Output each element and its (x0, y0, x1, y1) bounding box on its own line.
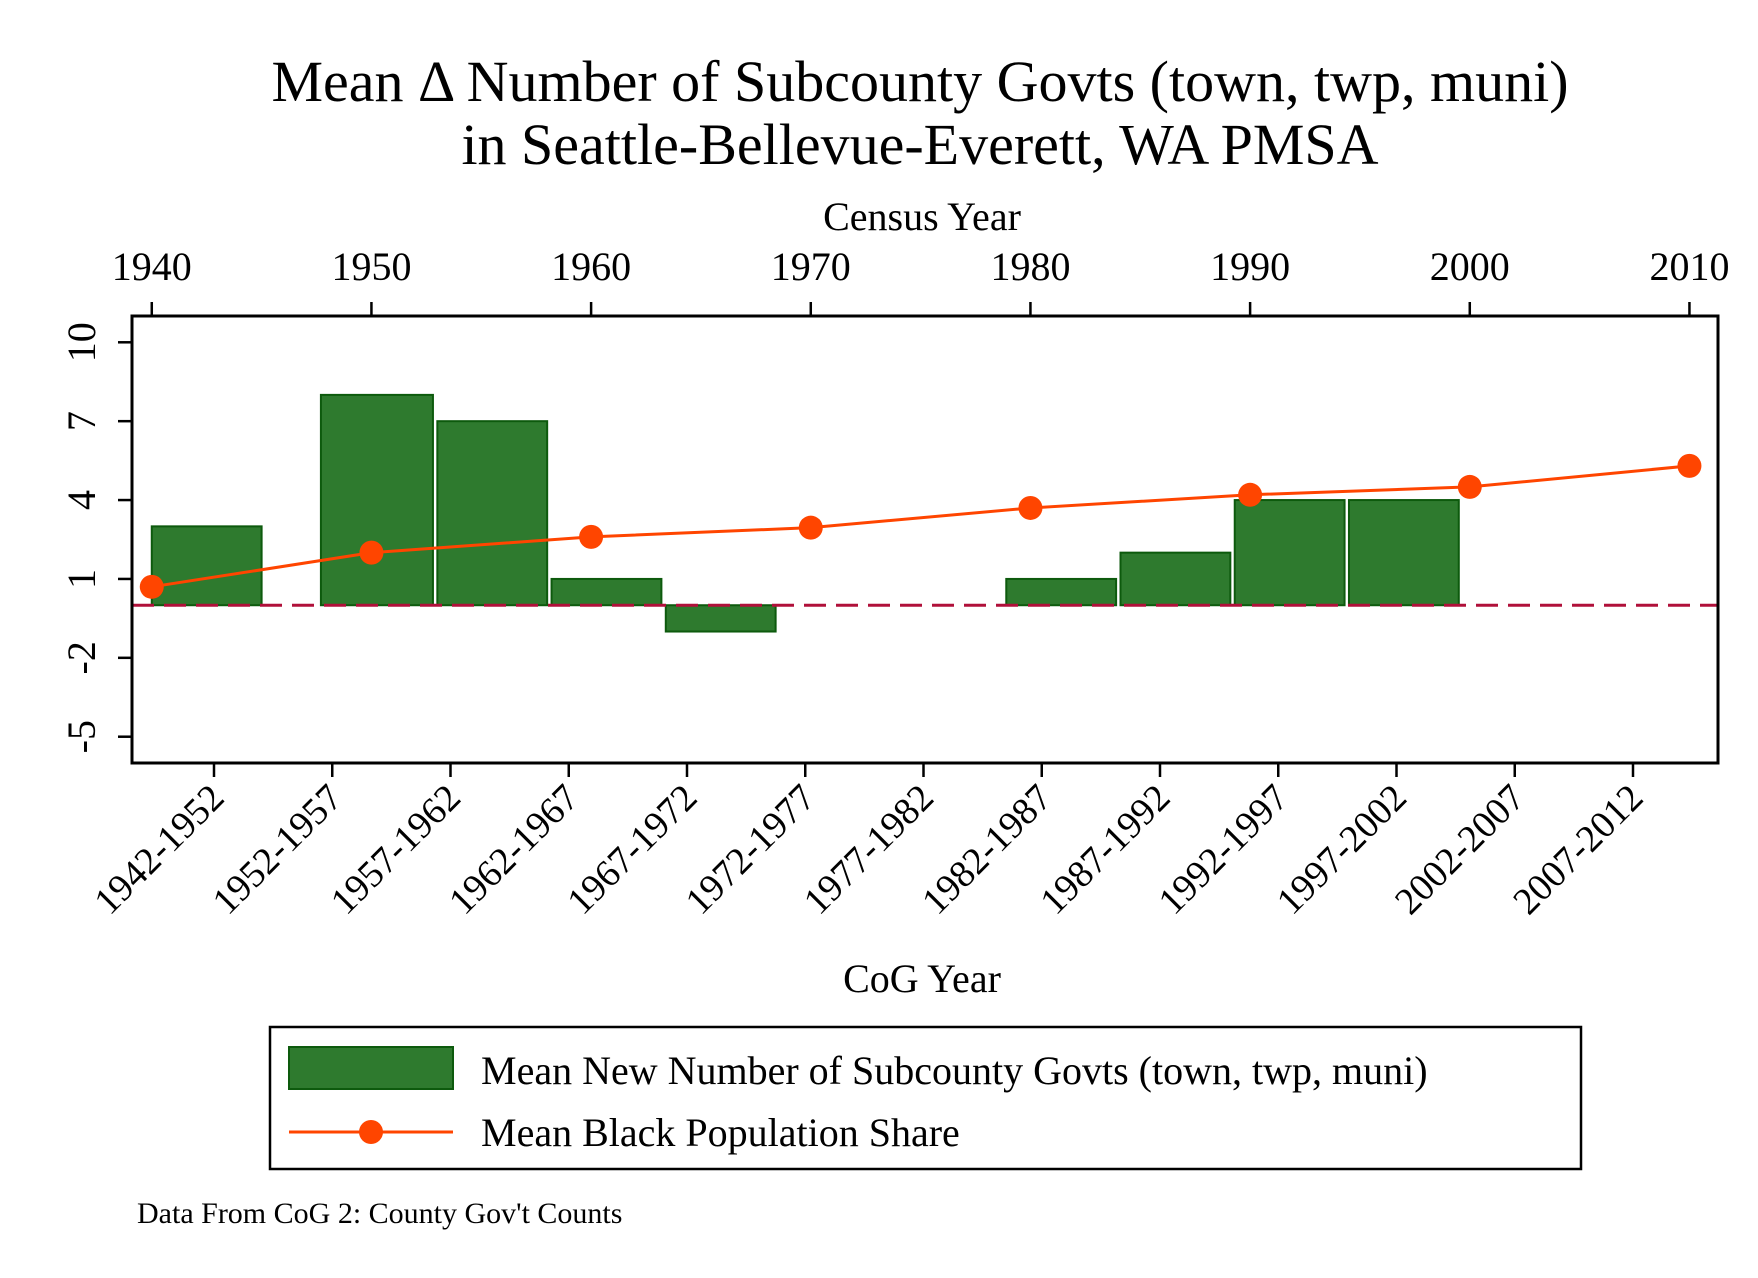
chart-title-line-1: Mean Δ Number of Subcounty Govts (town, … (271, 49, 1568, 114)
series-point-2000 (1457, 474, 1482, 499)
legend-marker-swatch (359, 1120, 383, 1144)
legend-label-line: Mean Black Population Share (481, 1110, 960, 1155)
top-tick-label-1980: 1980 (990, 244, 1070, 289)
bar-5 (664, 604, 777, 633)
bar-7 (1119, 551, 1232, 607)
legend: Mean New Number of Subcounty Govts (town… (268, 1025, 1583, 1171)
series-point-1940 (139, 574, 164, 599)
y-tick-label-7: 7 (59, 411, 104, 431)
bar-3 (436, 420, 549, 607)
top-tick-label-1990: 1990 (1210, 244, 1290, 289)
top-tick-label-1970: 1970 (771, 244, 851, 289)
top-axis-title: Census Year (823, 194, 1021, 239)
plot-area (130, 314, 1720, 765)
bar-4 (550, 577, 663, 607)
source-note: Data From CoG 2: County Gov't Counts (137, 1197, 622, 1230)
bar-6 (1005, 577, 1118, 607)
y-tick-label-4: 4 (59, 490, 104, 510)
series-point-1990 (1238, 482, 1263, 507)
legend-bar-swatch (288, 1046, 454, 1090)
series-point-1970 (798, 515, 823, 540)
series-point-1950 (359, 540, 384, 565)
top-tick-label-1950: 1950 (331, 244, 411, 289)
bar-8 (1233, 499, 1346, 607)
y-axis: -5 -2 1 4 7 10 (59, 322, 132, 753)
top-tick-label-2000: 2000 (1430, 244, 1510, 289)
series-point-1960 (579, 524, 604, 549)
legend-frame (268, 1025, 1583, 1171)
x-axis-title: CoG Year (843, 956, 1001, 1001)
series-line (151, 464, 1690, 589)
y-tick-label--5: -5 (59, 720, 104, 753)
top-tick-label-2010: 2010 (1649, 244, 1729, 289)
plot-frame (130, 314, 1720, 765)
y-tick-label-1: 1 (59, 569, 104, 589)
series-point-2010 (1677, 453, 1702, 478)
legend-label-bars: Mean New Number of Subcounty Govts (town… (481, 1048, 1428, 1093)
top-tick-label-1940: 1940 (112, 244, 192, 289)
series-point-1980 (1018, 495, 1043, 520)
top-tick-label-1960: 1960 (551, 244, 631, 289)
chart-title-line-2: in Seattle-Bellevue-Everett, WA PMSA (461, 112, 1378, 177)
top-axis: 1940 1950 1960 1970 1980 1990 2000 2010 (112, 244, 1729, 316)
y-tick-label--2: -2 (59, 641, 104, 674)
bar-2 (319, 393, 434, 607)
y-tick-label-10: 10 (59, 322, 104, 362)
bar-1 (150, 525, 263, 607)
bar-9 (1347, 499, 1460, 607)
